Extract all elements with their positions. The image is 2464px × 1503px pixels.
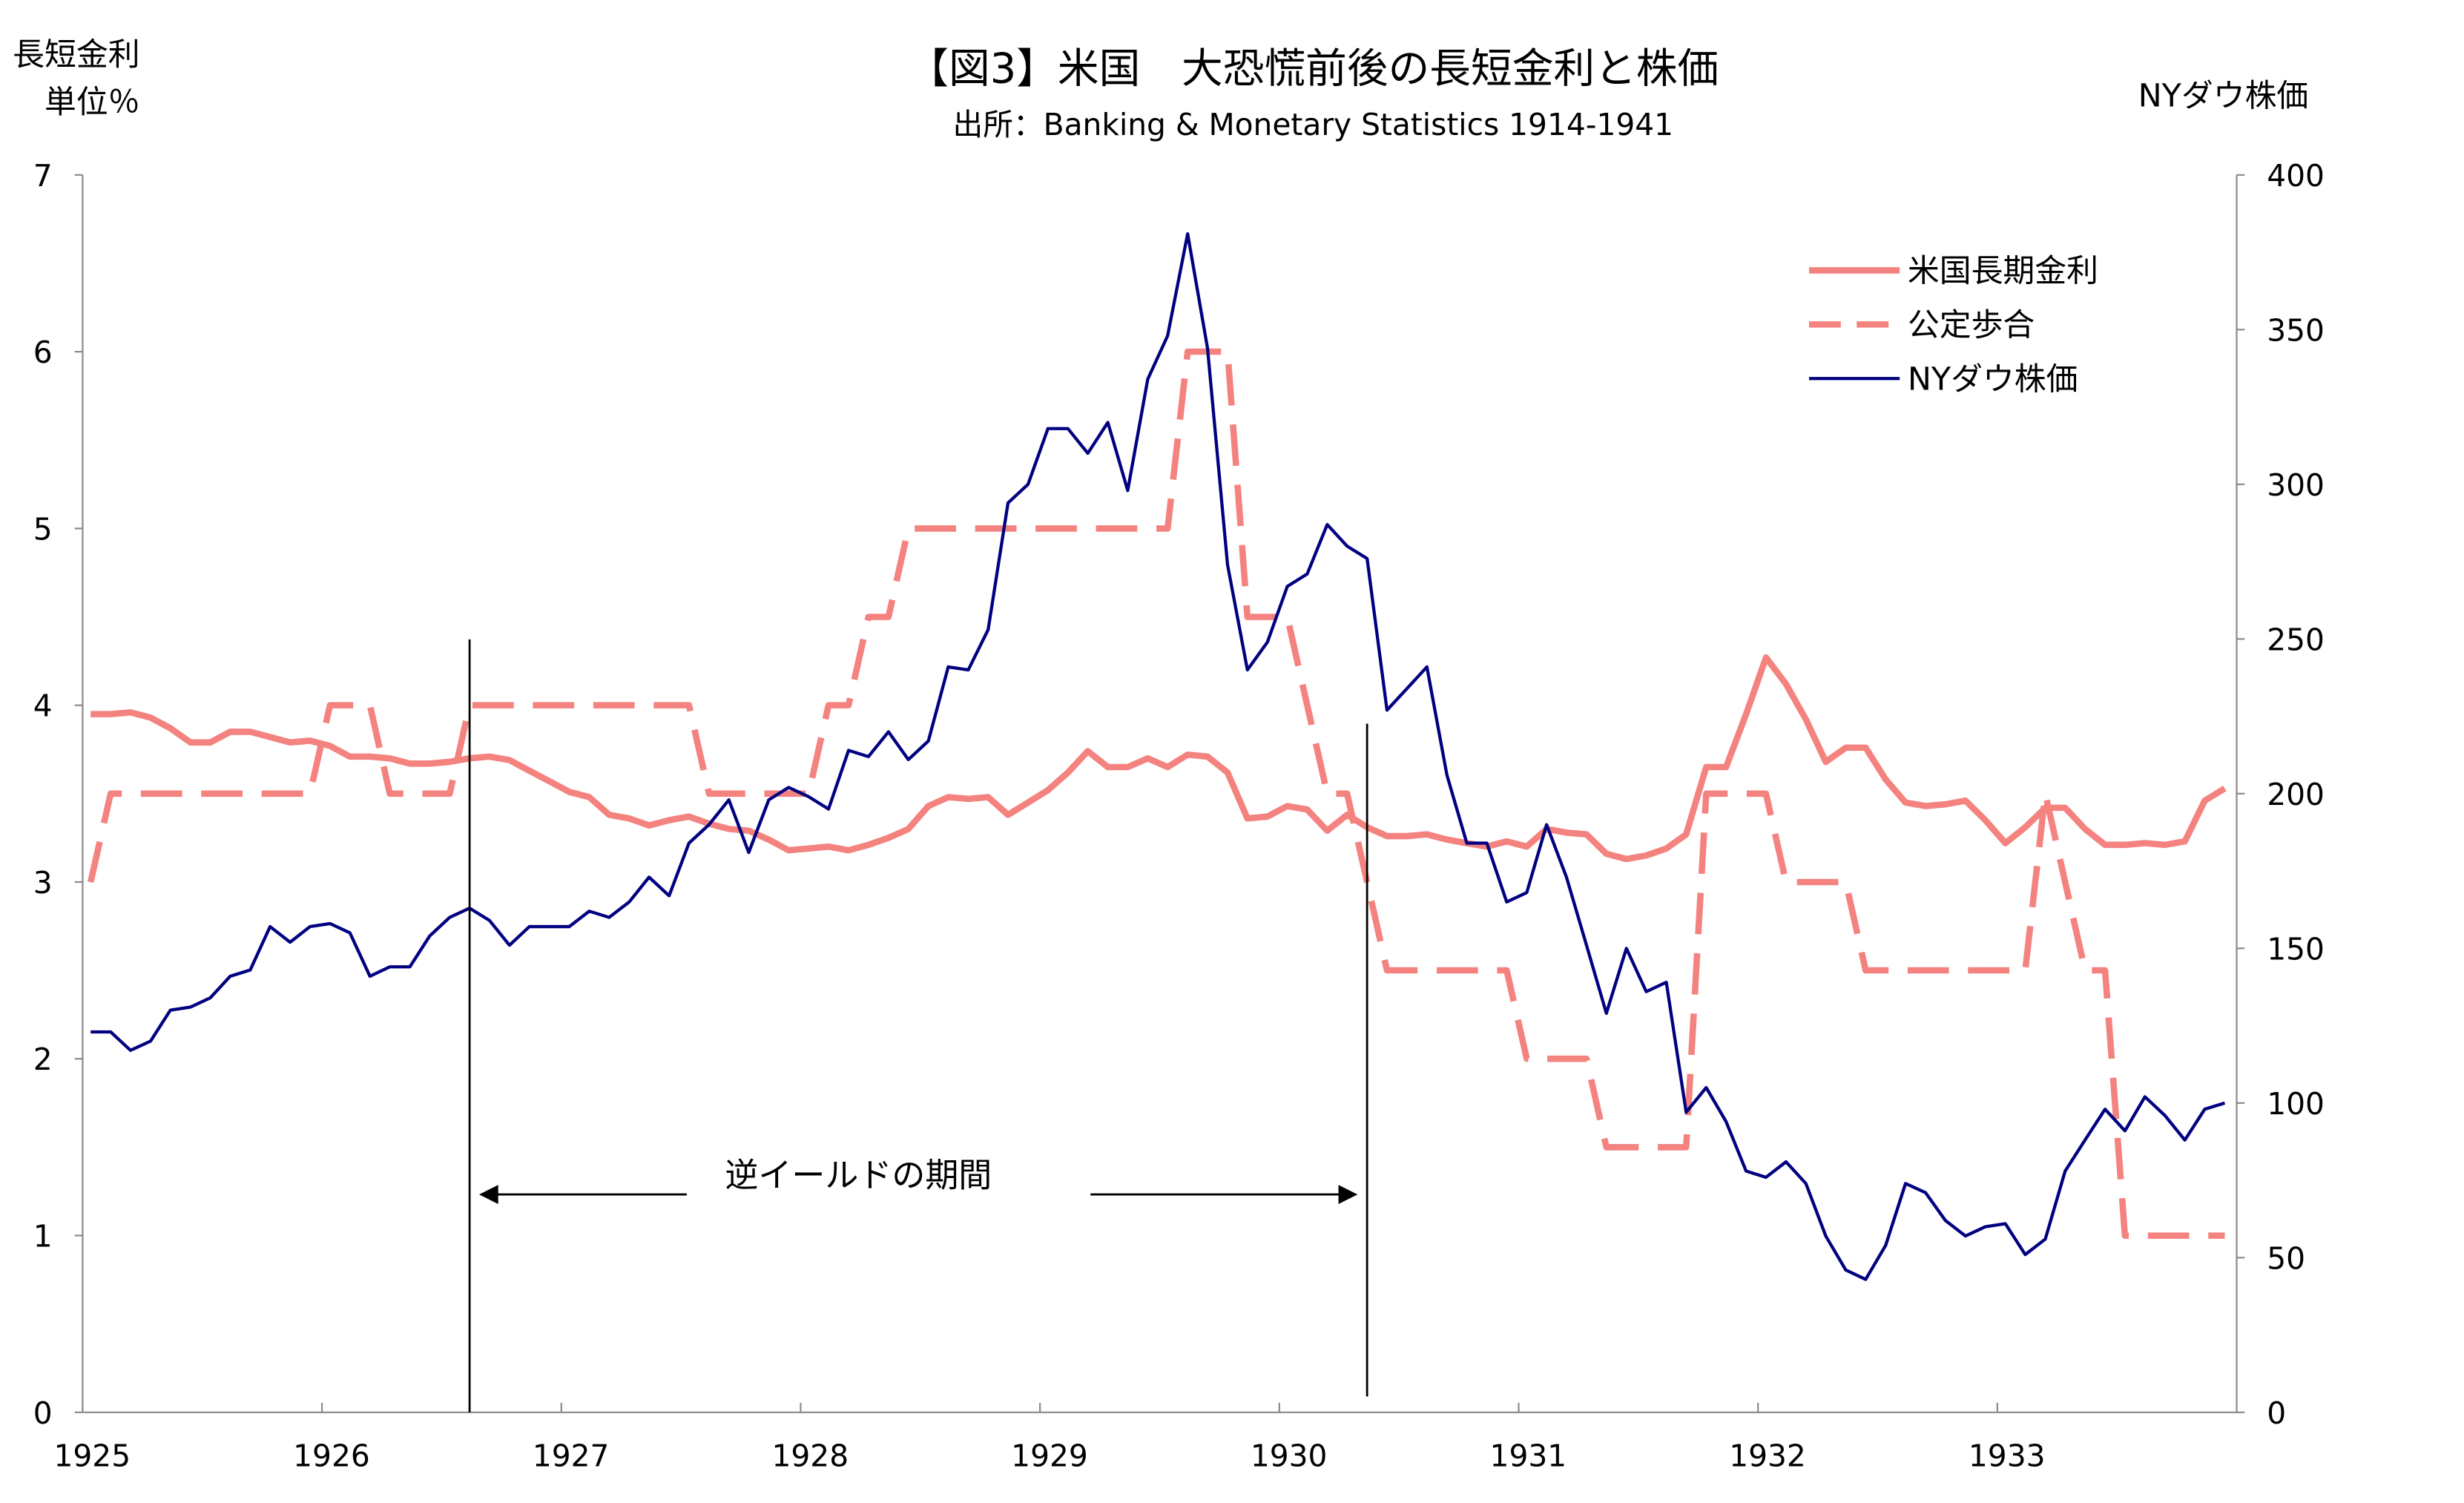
- chart-title: 【図3】米国 大恐慌前後の長短金利と株価: [907, 45, 1719, 93]
- arrow-right-head-icon: [1338, 1185, 1358, 1204]
- left-tick-label: 0: [33, 1395, 53, 1431]
- right-tick-label: 150: [2267, 931, 2325, 967]
- x-tick-label: 1928: [772, 1438, 849, 1474]
- x-tick-label: 1927: [533, 1438, 610, 1474]
- x-tick-label: 1930: [1251, 1438, 1328, 1474]
- left-axis-label-1: 長短金利: [13, 36, 139, 73]
- series-line-0: [90, 654, 2227, 863]
- left-tick-label: 5: [33, 511, 53, 547]
- left-tick-label: 1: [33, 1219, 53, 1254]
- right-tick-label: 250: [2267, 622, 2325, 657]
- right-tick-label: 400: [2267, 158, 2325, 194]
- x-tick-label: 1926: [293, 1438, 370, 1474]
- x-tick-label: 1933: [1969, 1438, 2046, 1474]
- left-tick-label: 3: [33, 865, 53, 901]
- left-tick-label: 2: [33, 1042, 53, 1077]
- right-tick-label: 100: [2267, 1086, 2325, 1122]
- x-tick-label: 1925: [53, 1438, 131, 1474]
- legend-label-0: 米国長期金利: [1908, 252, 2098, 289]
- right-tick-label: 50: [2267, 1240, 2305, 1276]
- series-line-1: [87, 348, 2225, 1239]
- right-tick-label: 200: [2267, 777, 2325, 812]
- x-tick-label: 1932: [1729, 1438, 1806, 1474]
- left-tick-label: 7: [33, 158, 53, 194]
- right-tick-label: 350: [2267, 312, 2325, 348]
- left-tick-label: 6: [33, 335, 53, 370]
- right-tick-label: 300: [2267, 467, 2325, 503]
- legend-label-2: NYダウ株価: [1908, 361, 2078, 398]
- right-tick-label: 0: [2267, 1395, 2286, 1431]
- x-tick-label: 1929: [1011, 1438, 1088, 1474]
- legend-label-1: 公定歩合: [1908, 306, 2035, 343]
- right-axis-label: NYダウ株価: [2138, 78, 2309, 115]
- series-line-2: [90, 232, 2226, 1281]
- chart-subtitle: 出所：Banking & Monetary Statistics 1914-19…: [953, 107, 1674, 142]
- left-axis-label-2: 単位％: [45, 84, 140, 121]
- x-tick-label: 1931: [1490, 1438, 1567, 1474]
- inversion-period-label: 逆イールドの期間: [725, 1155, 992, 1194]
- left-tick-label: 4: [33, 688, 53, 724]
- arrow-left-head-icon: [478, 1185, 498, 1204]
